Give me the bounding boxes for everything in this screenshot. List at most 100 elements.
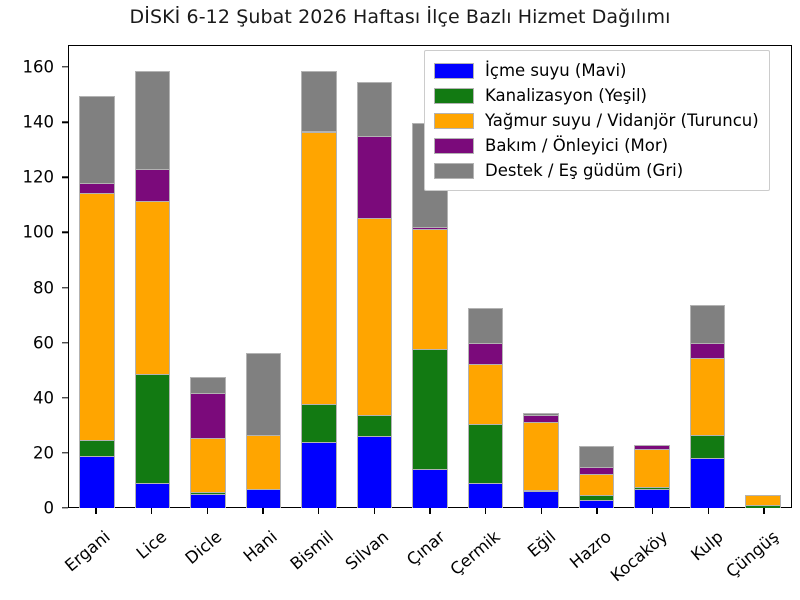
bar-segment[interactable] — [634, 444, 670, 451]
bar-segment[interactable] — [356, 136, 393, 219]
bar-segment[interactable] — [134, 201, 171, 375]
bar-segment[interactable] — [689, 434, 726, 460]
bar-segment[interactable] — [356, 82, 393, 138]
bar-segment[interactable] — [79, 95, 115, 185]
stacked-bar[interactable] — [578, 445, 615, 508]
bar-segment[interactable] — [134, 373, 171, 485]
x-axis-tick-mark — [596, 508, 598, 514]
stacked-bar[interactable] — [467, 308, 504, 508]
bar-segment[interactable] — [190, 377, 226, 394]
bar-segment[interactable] — [134, 71, 171, 171]
bar-segment[interactable] — [634, 449, 670, 488]
bar-segment[interactable] — [634, 486, 670, 490]
x-axis-tick-label: Kulp — [687, 527, 727, 565]
stacked-bar[interactable] — [523, 412, 559, 508]
stacked-bar[interactable] — [301, 71, 337, 508]
bar-segment[interactable] — [689, 342, 726, 360]
bar-segment[interactable] — [245, 434, 282, 490]
bar-segment[interactable] — [523, 412, 559, 416]
bar-segment[interactable] — [578, 499, 615, 508]
bar-slot — [69, 46, 125, 508]
legend-item[interactable]: İçme suyu (Mavi) — [434, 58, 759, 83]
x-axis-tick-mark — [95, 508, 97, 514]
bar-segment[interactable] — [745, 505, 781, 508]
x-axis-tick-mark — [707, 508, 710, 514]
bar-segment[interactable] — [356, 415, 393, 438]
x-axis-tick-mark — [262, 508, 264, 514]
stacked-bar[interactable] — [134, 71, 171, 508]
bar-segment[interactable] — [79, 183, 115, 195]
bar-segment[interactable] — [634, 488, 670, 508]
bar-segment[interactable] — [356, 436, 393, 508]
bar-segment[interactable] — [523, 421, 559, 491]
bar-segment[interactable] — [301, 71, 337, 132]
y-axis-tick-mark — [62, 121, 68, 123]
bar-segment[interactable] — [523, 414, 559, 423]
bar-slot — [180, 46, 236, 508]
stacked-bar[interactable] — [745, 495, 781, 508]
bar-segment[interactable] — [689, 305, 726, 344]
bar-segment[interactable] — [134, 483, 171, 508]
legend-item[interactable]: Bakım / Önleyici (Mor) — [434, 133, 759, 158]
bar-segment[interactable] — [412, 228, 448, 351]
bar-slot — [513, 46, 569, 508]
legend-item[interactable]: Kanalizasyon (Yeşil) — [434, 83, 759, 108]
bar-segment[interactable] — [412, 469, 448, 508]
y-axis-tick-label: 40 — [33, 388, 54, 408]
bar-segment[interactable] — [745, 495, 781, 507]
bar-segment[interactable] — [134, 169, 171, 203]
bar-segment[interactable] — [245, 488, 282, 508]
x-axis-tick-mark — [206, 508, 208, 514]
bar-segment[interactable] — [689, 358, 726, 436]
bar-segment[interactable] — [190, 492, 226, 496]
y-axis-tick-mark — [62, 66, 68, 68]
bar-segment[interactable] — [412, 227, 448, 230]
bar-segment[interactable] — [190, 438, 226, 494]
bar-segment[interactable] — [245, 352, 282, 436]
bar-segment[interactable] — [190, 494, 226, 508]
legend-item-label: Destek / Eş güdüm (Gri) — [485, 161, 684, 180]
bar-segment[interactable] — [467, 483, 504, 508]
x-axis-tick-mark — [540, 508, 543, 514]
bar-segment[interactable] — [301, 441, 337, 508]
stacked-bar[interactable] — [245, 352, 282, 508]
stacked-bar[interactable] — [190, 377, 226, 508]
legend-item-label: Kanalizasyon (Yeşil) — [485, 86, 647, 105]
x-axis-tick-label: Silvan — [342, 527, 393, 574]
bar-segment[interactable] — [689, 458, 726, 508]
bar-segment[interactable] — [523, 489, 559, 493]
bar-segment[interactable] — [578, 466, 615, 476]
y-axis-tick-label: 120 — [22, 167, 55, 187]
y-axis-tick-label: 0 — [43, 498, 55, 518]
bar-segment[interactable] — [79, 193, 115, 442]
bar-segment[interactable] — [578, 445, 615, 468]
bar-segment[interactable] — [467, 363, 504, 425]
legend-item[interactable]: Destek / Eş güdüm (Gri) — [434, 158, 759, 183]
bar-slot — [735, 46, 791, 508]
bar-segment[interactable] — [523, 491, 559, 508]
bar-segment[interactable] — [578, 495, 615, 501]
legend-item-label: İçme suyu (Mavi) — [485, 61, 627, 80]
bar-segment[interactable] — [467, 423, 504, 485]
legend-item[interactable]: Yağmur suyu / Vidanjör (Turuncu) — [434, 108, 759, 133]
bar-segment[interactable] — [467, 342, 504, 365]
stacked-bar[interactable] — [689, 305, 726, 508]
x-axis-tick-mark — [652, 508, 654, 514]
bar-segment[interactable] — [356, 217, 393, 417]
bar-segment[interactable] — [301, 132, 337, 406]
bar-segment[interactable] — [79, 440, 115, 457]
bar-segment[interactable] — [79, 455, 115, 508]
stacked-bar[interactable] — [79, 95, 115, 508]
bar-segment[interactable] — [301, 404, 337, 443]
bar-segment[interactable] — [467, 308, 504, 344]
legend-color-swatch — [434, 137, 474, 154]
bar-segment[interactable] — [578, 474, 615, 497]
bar-segment[interactable] — [190, 392, 226, 440]
legend-color-swatch — [434, 112, 474, 129]
x-axis-tick-label: Hani — [240, 527, 282, 566]
x-axis-tick-mark — [317, 508, 320, 514]
bar-segment[interactable] — [412, 349, 448, 471]
stacked-bar[interactable] — [634, 444, 670, 508]
stacked-bar[interactable] — [356, 82, 393, 508]
bar-segment[interactable] — [301, 130, 337, 134]
